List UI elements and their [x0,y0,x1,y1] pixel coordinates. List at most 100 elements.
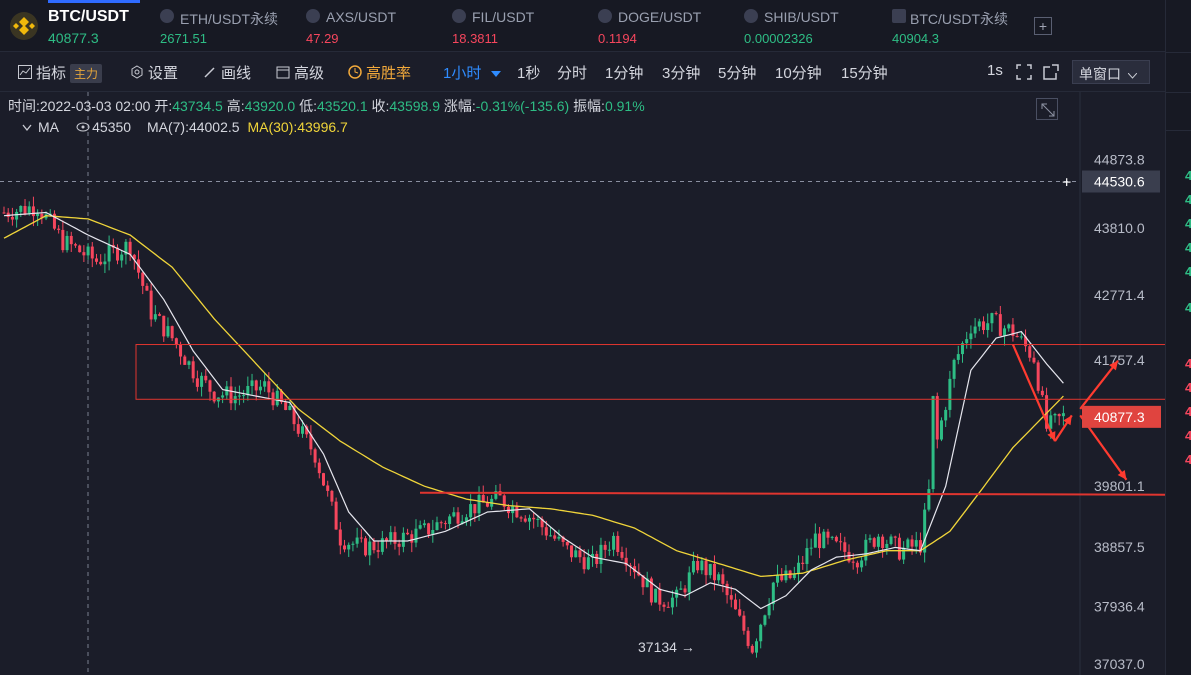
candle-body [418,525,422,529]
ticker-tab-axs-usdt[interactable]: AXS/USDT 47.29 [306,0,426,52]
candle-body [103,261,107,265]
fullscreen-icon[interactable] [1016,64,1032,84]
sidebar-price-digit: 4 [1185,300,1191,315]
candle-body [359,537,363,539]
candle-body [969,333,973,340]
sidebar-price-digit: 4 [1185,192,1191,207]
candle-body [742,615,746,631]
sidebar-price-digit: 4 [1185,168,1191,183]
candle-body [691,560,695,573]
candle-body [670,597,674,608]
candle-body [15,211,19,220]
candlestick-chart[interactable]: 44873.8 43810.0 42771.4 41757.4 39801.1 38857… [0,92,1165,675]
candle-body [452,512,456,517]
y-tick-label: 43810.0 [1094,220,1145,236]
amplitude-value: 0.91% [604,98,645,114]
candle-body [834,536,838,542]
candle-body [355,537,359,544]
candle-body [897,537,901,560]
candle-body [544,527,548,536]
ticker-tab-btc-usdt-perp[interactable]: BTC/USDT永续 40904.3 [892,0,1022,52]
candle-body [246,385,250,396]
change-label: 涨幅: [443,98,476,114]
ma30-line [3,215,1064,578]
ticker-name: FIL/USDT [472,9,535,25]
candle-body [364,538,368,556]
active-tab-indicator [48,0,140,3]
interval-15m[interactable]: 15分钟 [841,65,888,82]
chart-area[interactable]: 44873.8 43810.0 42771.4 41757.4 39801.1 38857… [0,92,1165,675]
settings-button[interactable]: 设置 [130,62,178,83]
candle-body [153,314,157,320]
candle-body [288,405,292,410]
interval-3m[interactable]: 3分钟 [662,65,701,82]
candle-body [700,560,704,571]
refresh-rate[interactable]: 1s [987,62,1003,79]
candle-body [549,535,553,537]
candle-body [1015,335,1019,338]
coin-icon [892,9,906,23]
ticker-tab-shib-usdt[interactable]: SHIB/USDT 0.00002326 [744,0,864,52]
popout-icon[interactable] [1043,64,1059,84]
candle-body [860,560,864,568]
interval-5m[interactable]: 5分钟 [718,65,757,82]
ticker-tab-doge-usdt[interactable]: DOGE/USDT 0.1194 [598,0,718,52]
interval-1s[interactable]: 1秒 [517,65,541,82]
candle-body [86,246,90,256]
candle-body [73,244,77,246]
window-mode-select[interactable]: 单窗口 [1072,60,1150,84]
trend-arrow-line [1011,344,1056,442]
candle-body [519,517,523,519]
candle-body [750,645,754,653]
candle-body [797,562,801,574]
advanced-label: 高级 [294,65,325,82]
binance-logo-icon [10,12,38,40]
advanced-button[interactable]: 高级 [276,62,324,83]
candle-body [1011,324,1015,336]
expand-chart-icon[interactable] [1036,98,1058,120]
candle-body [183,356,187,365]
trend-arrow-line [1079,359,1119,410]
candle-body [61,229,65,251]
candle-body [776,574,780,583]
interval-10m[interactable]: 10分钟 [775,65,822,82]
candle-body [948,378,952,410]
eye-icon[interactable] [76,122,90,132]
ticker-price: 40877.3 [48,30,99,46]
candle-body [843,542,847,552]
candle-body [683,588,687,593]
interval-1m[interactable]: 1分钟 [605,65,644,82]
high-win-rate-button[interactable]: 高胜率 [348,62,411,83]
interval-dropdown-1h[interactable]: 1小时 [443,62,501,83]
time-label: 时间: [8,98,40,114]
high-label: 高: [226,98,245,114]
candle-body [27,206,31,214]
ticker-tab-eth-usdt-perp[interactable]: ETH/USDT永续 2671.51 [160,0,290,52]
candle-body [792,573,796,579]
candle-body [561,536,565,542]
ticker-price: 47.29 [306,31,339,46]
candle-body [141,272,145,286]
interval-timeshare[interactable]: 分时 [557,65,588,82]
collapse-chevron-icon[interactable] [22,124,32,132]
candle-body [654,588,658,603]
ticker-tab-fil-usdt[interactable]: FIL/USDT 18.3811 [452,0,572,52]
candle-body [717,574,721,581]
ticker-price: 2671.51 [160,31,207,46]
candle-body [805,548,809,564]
candle-body [99,261,103,265]
candle-body [469,504,473,518]
indicator-icon [18,65,32,79]
indicator-button[interactable]: 指标 主力 [18,62,103,83]
candle-body [532,517,536,520]
candle-body [372,541,376,551]
candle-body [868,538,872,540]
candle-body [1040,390,1044,396]
candle-body [1061,413,1065,417]
draw-button[interactable]: 画线 [203,62,251,83]
add-tab-button[interactable]: + [1034,17,1052,35]
candle-body [174,338,178,345]
ticker-tab-btc-usdt[interactable]: BTC/USDT 40877.3 [48,0,143,52]
candle-body [641,575,645,588]
candle-body [347,544,351,550]
